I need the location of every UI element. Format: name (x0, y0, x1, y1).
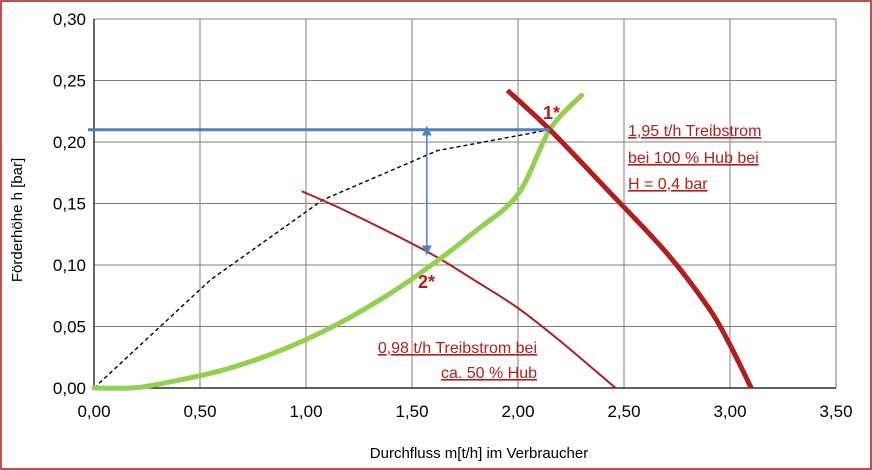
x-tick-label: 3,00 (713, 402, 746, 421)
x-axis-label: Durchfluss m[t/h] im Verbraucher (370, 445, 588, 462)
x-tick-label: 0,00 (77, 402, 110, 421)
x-tick-label: 2,50 (607, 402, 640, 421)
y-tick-label: 0,05 (53, 318, 86, 337)
x-tick-label: 3,50 (819, 402, 852, 421)
series-line-1 (505, 88, 754, 390)
x-tick-label: 1,50 (395, 402, 428, 421)
point-label-1: 1* (543, 103, 560, 123)
x-tick-label: 1,00 (289, 402, 322, 421)
y-tick-label: 0,10 (53, 256, 86, 275)
y-tick-label: 0,25 (53, 72, 86, 91)
annotation-full-line-1: 1,95 t/h Treibstrom (628, 123, 761, 140)
y-tick-label: 0,20 (53, 133, 86, 152)
y-tick-label: 0,15 (53, 195, 86, 214)
annotation-full-line-3: H = 0,4 bar (628, 176, 708, 193)
tick-labels: 0,00 0,50 1,00 1,50 2,00 2,50 3,00 3,50 0,00 0,05… (53, 10, 853, 421)
annotation-half-line-1: 0,98 t/h Treibstrom bei (378, 340, 537, 357)
grid (93, 18, 837, 389)
y-tick-label: 0,00 (53, 379, 86, 398)
series-line-2 (301, 190, 617, 389)
x-tick-label: 2,00 (501, 402, 534, 421)
series-line-0 (91, 92, 585, 391)
annotation-half-line-2: ca. 50 % Hub (441, 365, 537, 382)
point-label-2: 2* (418, 272, 435, 292)
y-axis-label: Förderhöhe h [bar] (9, 158, 26, 282)
y-tick-label: 0,30 (53, 10, 86, 29)
series-group (91, 88, 754, 391)
overlays (88, 125, 550, 256)
x-tick-label: 0,50 (183, 402, 216, 421)
annotation-full-line-2: bei 100 % Hub bei (628, 150, 759, 167)
